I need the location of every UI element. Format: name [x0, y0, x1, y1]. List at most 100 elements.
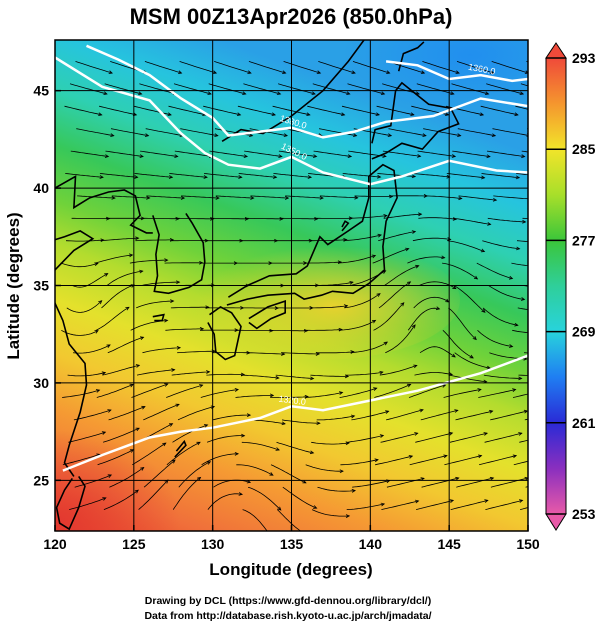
streamline-arrowhead — [212, 70, 218, 74]
streamline-arrowhead — [352, 133, 358, 137]
streamline-arrowhead — [196, 441, 201, 446]
streamline — [315, 351, 354, 354]
streamline-arrowhead — [452, 285, 457, 290]
streamline-arrowhead — [481, 175, 486, 180]
streamline — [107, 336, 144, 354]
streamline-arrowhead — [316, 70, 322, 74]
streamline-arrowhead — [207, 91, 212, 95]
streamline-arrowhead — [180, 196, 186, 200]
streamline — [110, 128, 149, 137]
streamline — [490, 477, 528, 488]
streamline — [345, 435, 384, 443]
streamline — [352, 61, 390, 74]
streamline-arrowhead — [377, 233, 383, 238]
streamline-arrowhead — [350, 414, 356, 419]
streamline-arrowhead — [455, 70, 460, 74]
streamline — [169, 173, 208, 178]
streamline — [64, 105, 102, 116]
streamline-arrowhead — [508, 275, 514, 280]
streamline — [487, 217, 526, 223]
streamline-arrowhead — [98, 300, 103, 305]
streamline-arrowhead — [349, 281, 354, 285]
streamline — [76, 128, 114, 137]
streamline-arrowhead — [351, 488, 357, 493]
streamline-arrowhead — [303, 328, 309, 333]
streamline — [77, 195, 115, 199]
coast-honshu — [226, 163, 398, 306]
streamline — [451, 83, 489, 95]
streamline-arrowhead — [408, 455, 414, 459]
streamline — [236, 464, 274, 476]
streamline-arrowhead — [272, 175, 278, 179]
streamline-arrowhead — [284, 196, 290, 200]
streamline — [66, 300, 102, 313]
streamline — [60, 262, 98, 268]
streamline-arrowhead — [531, 438, 535, 441]
streamline — [376, 105, 414, 116]
streamline-arrowhead — [250, 196, 255, 200]
streamline — [477, 330, 513, 347]
contour-1380.0 — [86, 44, 528, 139]
streamline — [275, 374, 314, 379]
streamline — [73, 344, 111, 354]
streamline — [166, 441, 201, 466]
streamline-arrowhead — [512, 388, 517, 393]
streamline — [416, 83, 454, 95]
streamline — [354, 195, 393, 197]
streamline — [146, 195, 185, 199]
streamline — [135, 239, 174, 242]
streamline-arrowhead — [339, 469, 344, 474]
streamline — [273, 173, 312, 178]
streamline — [277, 83, 316, 95]
streamline-arrowhead — [214, 133, 219, 137]
streamline-arrowhead — [134, 175, 139, 179]
streamline — [177, 406, 215, 421]
streamline — [103, 489, 139, 510]
streamline — [478, 455, 517, 466]
streamline — [277, 509, 302, 531]
streamline — [407, 307, 440, 331]
cool-region-northeast — [340, 40, 528, 115]
streamline-arrowhead — [346, 91, 351, 95]
streamline — [136, 300, 174, 309]
streamline-arrowhead — [407, 383, 412, 388]
streamline-arrowhead — [532, 195, 535, 198]
streamline-arrowhead — [102, 497, 107, 501]
warm-core — [180, 240, 460, 360]
streamline — [414, 372, 453, 376]
streamline-arrowhead — [480, 248, 486, 253]
streamline — [200, 389, 239, 398]
streamline-arrowhead — [176, 346, 182, 350]
x-tick-label-130: 130 — [201, 536, 225, 552]
streamline-arrowhead — [441, 255, 446, 260]
streamline-arrowhead — [101, 371, 107, 376]
y-tick-label-35: 35 — [33, 278, 49, 294]
colorbar-tick-label-277: 277 — [572, 232, 596, 248]
streamline-arrowhead — [279, 216, 284, 221]
streamline-arrowhead — [524, 476, 528, 481]
streamline — [409, 455, 447, 466]
streamline — [303, 261, 342, 264]
y-tick-label-45: 45 — [33, 83, 49, 99]
streamline-arrowhead — [319, 196, 324, 200]
streamline — [319, 195, 358, 199]
streamline — [140, 217, 179, 220]
streamline-arrowhead — [99, 175, 104, 179]
streamline — [415, 432, 453, 443]
streamline-arrowhead — [518, 376, 523, 381]
coast-sado — [341, 220, 350, 232]
streamline-arrowhead — [168, 175, 174, 179]
streamline — [458, 195, 497, 201]
streamline-arrowhead — [210, 216, 215, 221]
streamline — [520, 83, 528, 87]
streamline — [136, 369, 175, 376]
streamline-arrowhead — [146, 196, 151, 200]
streamline-arrowhead — [134, 489, 139, 494]
streamline — [242, 509, 268, 531]
contour-1350.0 — [55, 56, 528, 186]
streamline — [173, 83, 212, 95]
streamline-arrowhead — [452, 217, 458, 221]
streamline-arrowhead — [374, 458, 379, 463]
streamline-arrowhead — [306, 112, 311, 116]
y-axis-ticks: 25 30 35 40 45 — [33, 83, 61, 488]
